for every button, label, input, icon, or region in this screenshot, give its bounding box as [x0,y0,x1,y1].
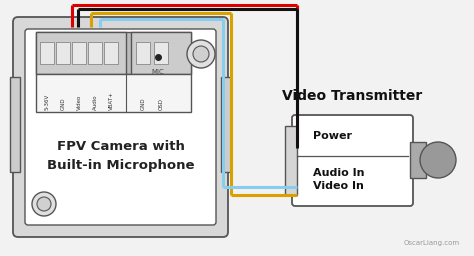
Text: Audio In: Audio In [313,168,365,178]
FancyBboxPatch shape [292,115,413,206]
Text: Video Transmitter: Video Transmitter [283,89,423,103]
Bar [131,32,191,74]
Text: Audio: Audio [92,94,98,110]
Text: 5-36V: 5-36V [45,94,49,110]
Circle shape [193,46,209,62]
Bar [136,42,150,64]
Bar [56,42,70,64]
Bar [410,142,426,178]
Bar [36,74,191,112]
Text: GND: GND [140,97,146,110]
Bar [72,42,86,64]
Circle shape [420,142,456,178]
Circle shape [187,40,215,68]
FancyBboxPatch shape [25,29,216,225]
Circle shape [32,192,56,216]
Text: OscarLiang.com: OscarLiang.com [404,240,460,246]
Bar [88,42,102,64]
Text: Video In: Video In [313,181,364,191]
Text: Video: Video [76,95,82,110]
Text: GND: GND [61,97,65,110]
FancyBboxPatch shape [13,17,228,237]
Bar [221,77,231,172]
Text: MIC: MIC [152,69,164,75]
Bar [36,32,126,74]
Bar [104,42,118,64]
Bar [36,32,191,74]
Bar [40,42,54,64]
Text: VBAT+: VBAT+ [109,91,113,110]
Text: Power: Power [313,131,352,141]
Text: OSD: OSD [158,98,164,110]
Bar [10,77,20,172]
Bar [154,42,168,64]
Circle shape [37,197,51,211]
Bar [285,126,297,195]
Text: FPV Camera with
Built-in Microphone: FPV Camera with Built-in Microphone [47,140,194,172]
